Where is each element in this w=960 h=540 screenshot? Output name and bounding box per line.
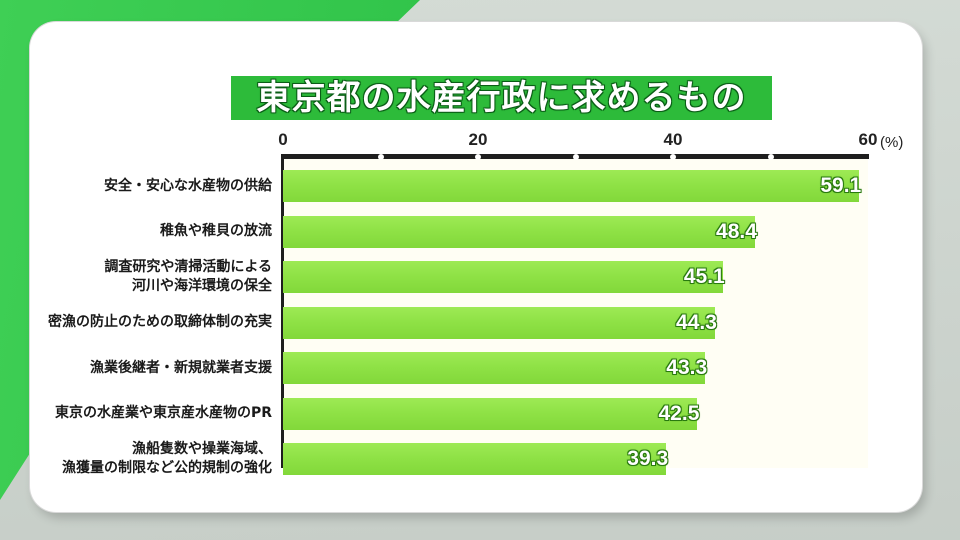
x-tick-mark xyxy=(670,154,676,160)
bar-value-label: 43.3 xyxy=(666,356,708,379)
unit-label: (%) xyxy=(880,134,904,151)
x-tick-mark xyxy=(572,154,579,160)
x-tick-mark xyxy=(767,154,774,160)
bar-value-label: 59.1 xyxy=(820,174,862,197)
x-tick-label: 0 xyxy=(278,130,288,149)
y-axis-line xyxy=(281,154,284,468)
bar xyxy=(283,170,860,202)
x-tick-label: 20 xyxy=(468,130,488,149)
category-label: 稚魚や稚貝の放流 xyxy=(160,223,272,239)
bar-value-label: 48.4 xyxy=(716,219,757,243)
category-label: 安全・安心な水産物の供給 xyxy=(104,177,272,194)
bar-value-label: 39.3 xyxy=(627,447,669,470)
bar xyxy=(283,397,698,430)
x-tick-label: 60 xyxy=(858,130,878,149)
category-label: 東京の水産業や東京産水産物のPR xyxy=(54,405,272,421)
bar xyxy=(283,306,715,339)
category-label: 漁業後継者・新規就業者支援 xyxy=(90,359,272,376)
category-label: 密漁の防止のための取締体制の充実 xyxy=(48,314,272,330)
x-tick-label: 40 xyxy=(663,130,683,149)
x-tick-mark xyxy=(475,154,481,160)
bar xyxy=(283,215,755,248)
bar-value-label: 42.5 xyxy=(658,401,700,425)
category-label: 漁船隻数や操業海域、 漁獲量の制限など公的規制の強化 xyxy=(62,441,272,476)
chart-title: 東京都の水産行政に求めるもの xyxy=(231,76,772,120)
bar xyxy=(283,261,723,293)
bar xyxy=(283,352,706,384)
bar xyxy=(283,443,667,475)
category-label: 調査研究や清掃活動による 河川や海洋環境の保全 xyxy=(104,259,272,294)
bar-value-label: 44.3 xyxy=(676,310,717,334)
bar-value-label: 45.1 xyxy=(683,265,725,288)
x-tick-mark xyxy=(377,154,384,160)
